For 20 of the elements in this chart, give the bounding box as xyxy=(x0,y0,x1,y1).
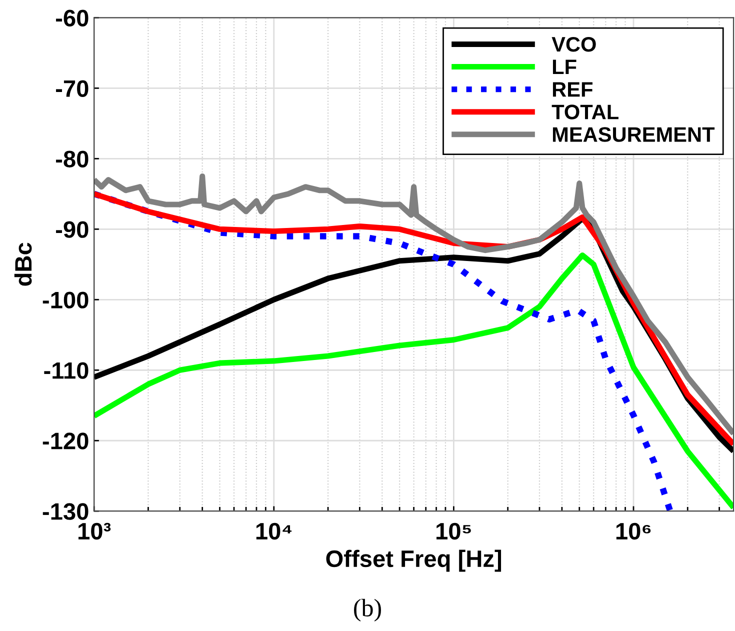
y-tick-label: -90 xyxy=(56,221,88,238)
legend-label: REF xyxy=(552,82,592,97)
x-tick-label: 10⁴ xyxy=(256,522,292,540)
y-axis-title: dBc xyxy=(14,242,32,286)
y-tick-label: -70 xyxy=(56,80,88,97)
x-axis-title: Offset Freq [Hz] xyxy=(326,550,502,572)
text: (b) xyxy=(354,598,381,622)
legend-label: VCO xyxy=(552,36,596,52)
x-tick-label: 10³ xyxy=(78,522,111,540)
y-tick-label: -110 xyxy=(44,362,88,379)
x-tick-label: 10⁶ xyxy=(616,522,651,540)
legend-label: MEASUREMENT xyxy=(552,127,715,142)
legend-label: TOTAL xyxy=(552,104,618,120)
legend-label: LF xyxy=(552,60,576,74)
y-tick-label: -130 xyxy=(42,503,88,520)
y-tick-label: -120 xyxy=(42,432,88,450)
y-tick-label: -80 xyxy=(56,150,88,168)
y-tick-label: -60 xyxy=(56,10,88,26)
x-tick-label: 10⁵ xyxy=(436,522,471,540)
y-tick-label: -100 xyxy=(42,292,88,308)
